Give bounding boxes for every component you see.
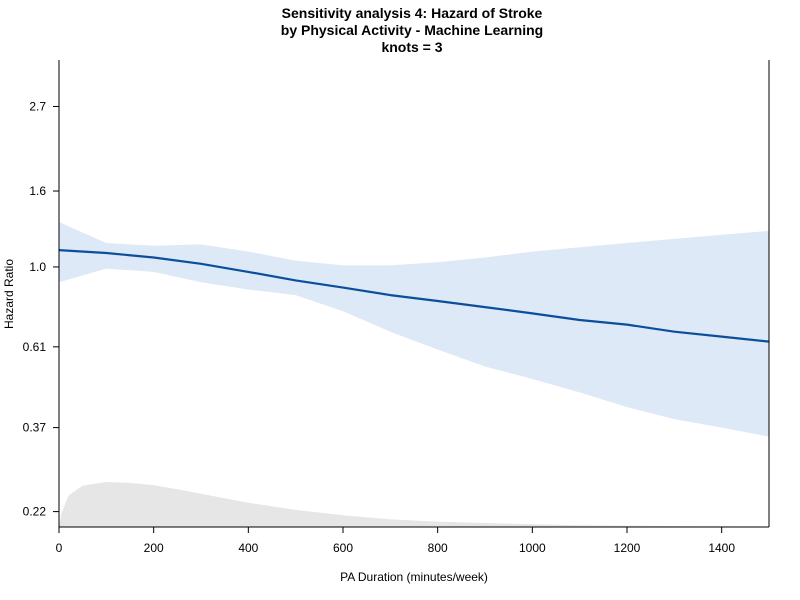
x-tick-label: 400 (238, 541, 258, 555)
density-area (59, 482, 769, 527)
y-tick-label: 0.61 (23, 340, 47, 354)
x-tick-label: 1200 (614, 541, 641, 555)
x-tick-label: 0 (56, 541, 63, 555)
chart-title-line-1: Sensitivity analysis 4: Hazard of Stroke (282, 5, 543, 21)
x-axis-label: PA Duration (minutes/week) (340, 570, 488, 584)
y-axis-label: Hazard Ratio (2, 259, 16, 329)
x-axis-ticks: 0 200 400 600 800 1000 1200 1400 (56, 527, 735, 555)
x-tick-label: 800 (428, 541, 448, 555)
x-tick-label: 600 (333, 541, 353, 555)
y-tick-label: 0.37 (23, 421, 47, 435)
y-tick-label: 0.22 (23, 505, 47, 519)
x-tick-label: 1000 (519, 541, 546, 555)
x-tick-label: 200 (144, 541, 164, 555)
y-tick-label: 1.6 (29, 184, 46, 198)
chart-title-line-3: knots = 3 (381, 39, 442, 55)
plot-area (58, 222, 770, 527)
confidence-band (59, 222, 769, 437)
y-axis-ticks: 0.22 0.37 0.61 1.0 1.6 2.7 (23, 99, 59, 519)
x-tick-label: 1400 (708, 541, 735, 555)
y-tick-label: 1.0 (29, 260, 46, 274)
y-tick-label: 2.7 (29, 99, 46, 113)
chart-title-line-2: by Physical Activity - Machine Learning (281, 22, 543, 38)
hazard-ratio-line (58, 249, 770, 343)
